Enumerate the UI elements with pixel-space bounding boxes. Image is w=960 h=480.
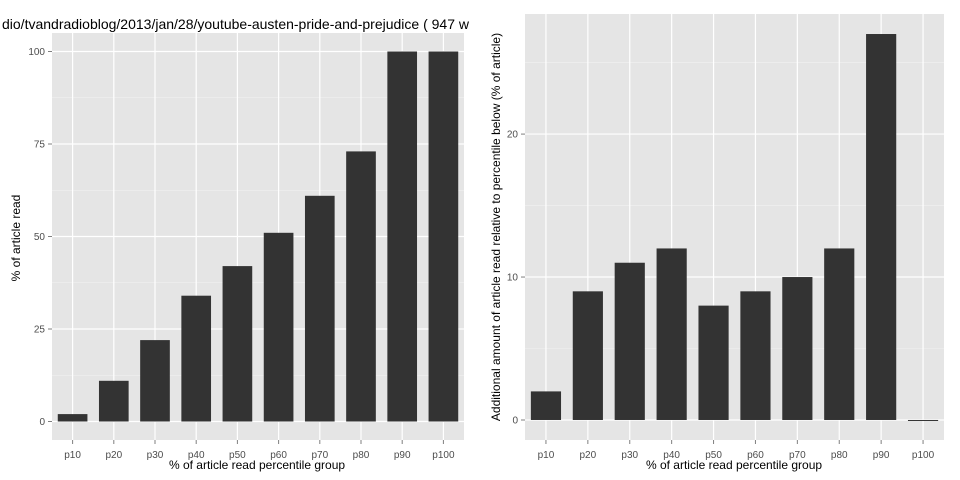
bar-p80 [824,248,855,420]
x-tick-label-p80: p80 [353,450,370,461]
x-tick-label-p90: p90 [394,450,411,461]
bar-p50 [222,266,253,422]
x-tick-label-p70: p70 [789,450,806,461]
bar-p100 [907,419,939,421]
right-chart: 0 10 20 p10 p20 p30 p40 p50 p60 p70 p80 p90 p100 % … [489,14,944,472]
x-tick-label-p90: p90 [873,450,890,461]
x-tick-label-p60: p60 [747,450,764,461]
x-tick-label-p30: p30 [621,450,638,461]
y-tick-label: 100 [28,47,45,58]
bar-p20 [572,291,603,420]
right-y-axis-title: Additional amount of article read relati… [489,33,503,421]
bar-p40 [656,248,687,420]
bar-p90 [387,51,418,422]
x-tick-label-p20: p20 [580,450,597,461]
bar-p30 [614,262,645,420]
bar-p70 [304,195,335,422]
bar-p40 [181,295,212,422]
bar-p60 [263,232,294,422]
left-x-axis-ticks: p10 p20 p30 p40 p50 p60 p70 p80 p90 p100 [64,440,455,461]
bar-p20 [98,380,129,422]
y-tick-label: 75 [34,140,46,151]
x-tick-label-p80: p80 [831,450,848,461]
x-tick-label-p100: p100 [912,450,935,461]
x-tick-label-p100: p100 [432,450,455,461]
x-tick-label-p60: p60 [270,450,287,461]
bar-p90 [866,34,897,420]
left-chart-title: dio/tvandradioblog/2013/jan/28/youtube-a… [2,16,470,32]
y-tick-label: 0 [512,415,518,426]
y-tick-label: 20 [507,130,519,141]
right-x-axis-ticks: p10 p20 p30 p40 p50 p60 p70 p80 p90 p100 [538,440,935,461]
x-tick-label-p50: p50 [229,450,246,461]
left-x-axis-title: % of article read percentile group [169,458,345,472]
x-tick-label-p10: p10 [538,450,555,461]
x-tick-label-p20: p20 [105,450,122,461]
bar-p100 [428,51,459,422]
x-tick-label-p70: p70 [311,450,328,461]
x-tick-label-p30: p30 [147,450,164,461]
y-tick-label: 25 [34,325,46,336]
right-y-axis-ticks: 0 10 20 [507,130,525,426]
bar-p50 [698,305,729,420]
x-tick-label-p50: p50 [705,450,722,461]
x-tick-label-p40: p40 [188,450,205,461]
bar-p10 [57,414,88,422]
bar-p70 [782,277,813,420]
x-tick-label-p40: p40 [663,450,680,461]
left-bars [57,51,459,422]
bar-p10 [530,391,562,420]
y-tick-label: 10 [507,273,519,284]
y-tick-label: 50 [34,232,46,243]
x-tick-label-p10: p10 [64,450,81,461]
bar-p80 [346,151,376,422]
bar-p60 [740,291,771,420]
right-x-axis-title: % of article read percentile group [646,458,822,472]
left-y-axis-title: % of article read [9,195,23,282]
right-bars [530,34,939,421]
y-tick-label: 0 [39,417,45,428]
bar-p30 [140,340,170,422]
left-y-axis-ticks: 0 25 50 75 100 [28,47,52,428]
